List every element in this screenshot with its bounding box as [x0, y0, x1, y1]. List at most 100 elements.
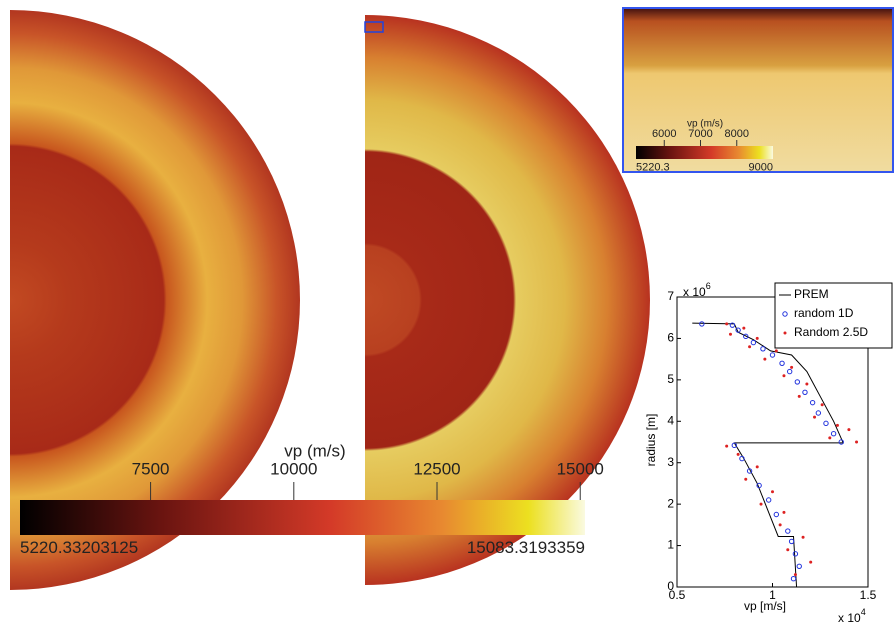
y-tick-label: 2: [667, 496, 674, 510]
inset-zoom: [622, 7, 894, 173]
point: [782, 374, 786, 378]
point: [792, 551, 799, 557]
point: [788, 538, 795, 545]
x-axis-label: vp [m/s]: [744, 599, 786, 613]
colorbar-title: vp (m/s): [284, 441, 345, 460]
point: [735, 327, 741, 333]
colorbar-max-label: 9000: [749, 162, 773, 174]
point: [731, 442, 737, 449]
x-multiplier: x 104: [838, 607, 866, 625]
colorbar-max-label: 15083.3193359: [467, 538, 585, 557]
legend-label: PREM: [794, 287, 829, 301]
point: [736, 452, 740, 456]
colorbar-tick-label: 8000: [725, 128, 749, 140]
point: [835, 423, 839, 427]
point: [750, 339, 757, 346]
x-multiplier-base: x 10: [838, 611, 861, 625]
point: [725, 444, 729, 448]
point: [759, 502, 763, 506]
legend-swatch: [783, 331, 787, 335]
point: [699, 321, 705, 327]
colorbar-min-label: 5220.33203125: [20, 538, 138, 557]
y-tick-label: 6: [667, 331, 674, 345]
legend-label: Random 2.5D: [794, 325, 868, 339]
point: [771, 490, 774, 494]
point: [793, 573, 797, 577]
point: [774, 349, 778, 353]
colorbar-min-label: 5220.3: [636, 162, 670, 174]
point: [765, 497, 772, 503]
point: [756, 482, 762, 489]
point: [769, 352, 776, 358]
point: [778, 523, 782, 527]
point: [847, 428, 851, 432]
point: [743, 333, 749, 340]
point: [744, 477, 748, 481]
point: [790, 365, 794, 369]
point: [748, 345, 752, 349]
inset-colorbar-title: vp (m/s): [687, 119, 723, 130]
point: [823, 420, 829, 427]
point: [796, 563, 802, 569]
point: [809, 399, 816, 406]
x-tick-label: 1: [769, 588, 776, 602]
point: [794, 379, 801, 385]
point: [755, 336, 759, 340]
point: [797, 394, 801, 398]
point: [790, 576, 797, 582]
inset-colorbar: [636, 146, 773, 159]
point: [801, 535, 805, 539]
y-tick-label: 0: [667, 579, 674, 593]
point: [815, 410, 822, 416]
point: [805, 382, 809, 386]
y-multiplier-exponent: 6: [706, 281, 711, 291]
point: [820, 403, 824, 407]
y-tick-label: 4: [667, 413, 674, 427]
legend-swatch: [782, 311, 788, 317]
x-tick-label: 1.5: [860, 588, 877, 602]
point: [786, 548, 790, 552]
zoom-marker: [364, 21, 384, 33]
point: [725, 322, 729, 326]
point: [739, 455, 745, 462]
legend-box: [774, 282, 893, 349]
colorbar-tick-label: 7000: [688, 128, 712, 140]
point: [773, 511, 780, 518]
point: [809, 560, 813, 564]
point: [779, 360, 785, 366]
legend-label: random 1D: [794, 306, 854, 320]
y-tick-label: 3: [667, 455, 674, 469]
point: [755, 465, 759, 469]
colorbar-tick-label: 6000: [652, 128, 676, 140]
y-multiplier-base: x 10: [683, 285, 706, 299]
point: [813, 415, 817, 419]
y-multiplier: x 106: [683, 281, 711, 299]
point: [728, 332, 732, 336]
colorbar-tick-label: 15000: [557, 459, 604, 478]
point: [785, 528, 791, 534]
x-tick-label: 0.5: [669, 588, 686, 602]
point: [729, 322, 736, 328]
earth-model-1d: [10, 10, 300, 590]
point: [742, 326, 746, 330]
point: [855, 440, 859, 444]
point: [760, 346, 766, 352]
point: [746, 468, 753, 474]
point: [782, 510, 786, 514]
earth-model-2-5d: [365, 15, 650, 585]
colorbar: [20, 500, 585, 535]
point: [828, 436, 832, 440]
point: [838, 439, 844, 445]
colorbar-tick-label: 7500: [132, 459, 170, 478]
point: [830, 431, 837, 437]
point: [763, 357, 767, 361]
y-tick-label: 5: [667, 372, 674, 386]
point: [802, 389, 808, 395]
y-tick-label: 7: [667, 289, 674, 303]
y-tick-label: 1: [667, 538, 674, 552]
colorbar-tick-label: 10000: [270, 459, 317, 478]
point: [786, 368, 793, 375]
x-multiplier-exponent: 4: [861, 607, 866, 617]
y-axis-label: radius [m]: [644, 414, 658, 467]
